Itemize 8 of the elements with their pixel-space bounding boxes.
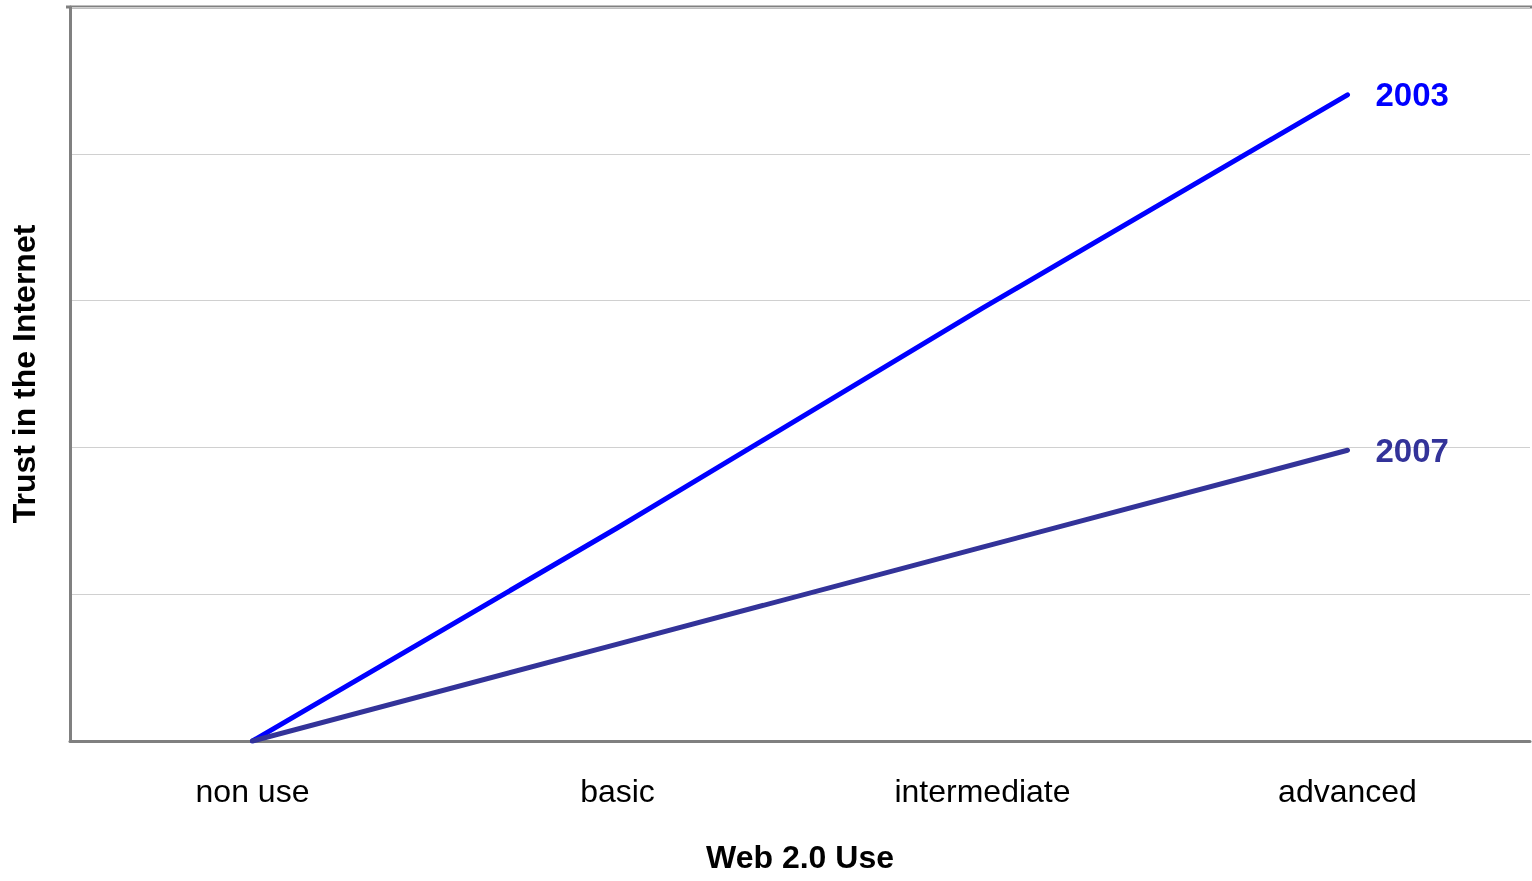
y-axis-title: Trust in the Internet: [6, 224, 42, 524]
series-label: 2003: [1375, 76, 1449, 114]
x-tick-label: intermediate: [894, 773, 1071, 809]
x-tick-label: advanced: [1278, 773, 1417, 809]
x-axis-title: Web 2.0 Use: [706, 839, 894, 875]
series-label: 2007: [1375, 431, 1449, 469]
x-tick-label: non use: [195, 773, 310, 809]
x-tick-label: basic: [580, 773, 655, 809]
